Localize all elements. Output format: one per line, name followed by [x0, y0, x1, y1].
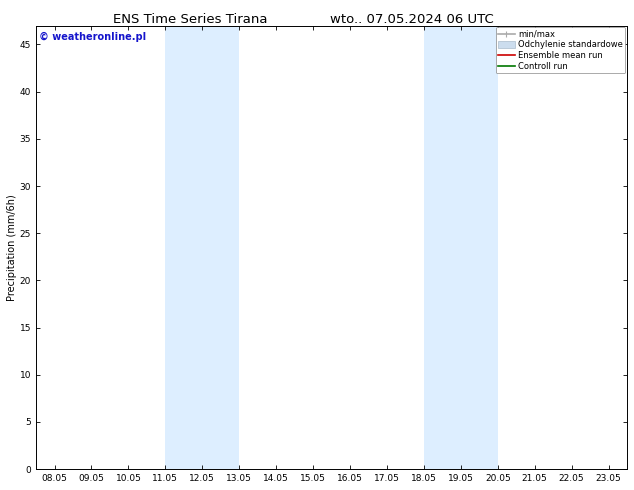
Legend: min/max, Odchylenie standardowe, Ensemble mean run, Controll run: min/max, Odchylenie standardowe, Ensembl…: [496, 27, 625, 73]
Y-axis label: Precipitation (mm/6h): Precipitation (mm/6h): [7, 194, 17, 301]
Bar: [165, 25, 239, 469]
Text: wto.. 07.05.2024 06 UTC: wto.. 07.05.2024 06 UTC: [330, 13, 494, 26]
Text: ENS Time Series Tirana: ENS Time Series Tirana: [113, 13, 268, 26]
Text: © weatheronline.pl: © weatheronline.pl: [39, 32, 146, 42]
Bar: [424, 25, 498, 469]
